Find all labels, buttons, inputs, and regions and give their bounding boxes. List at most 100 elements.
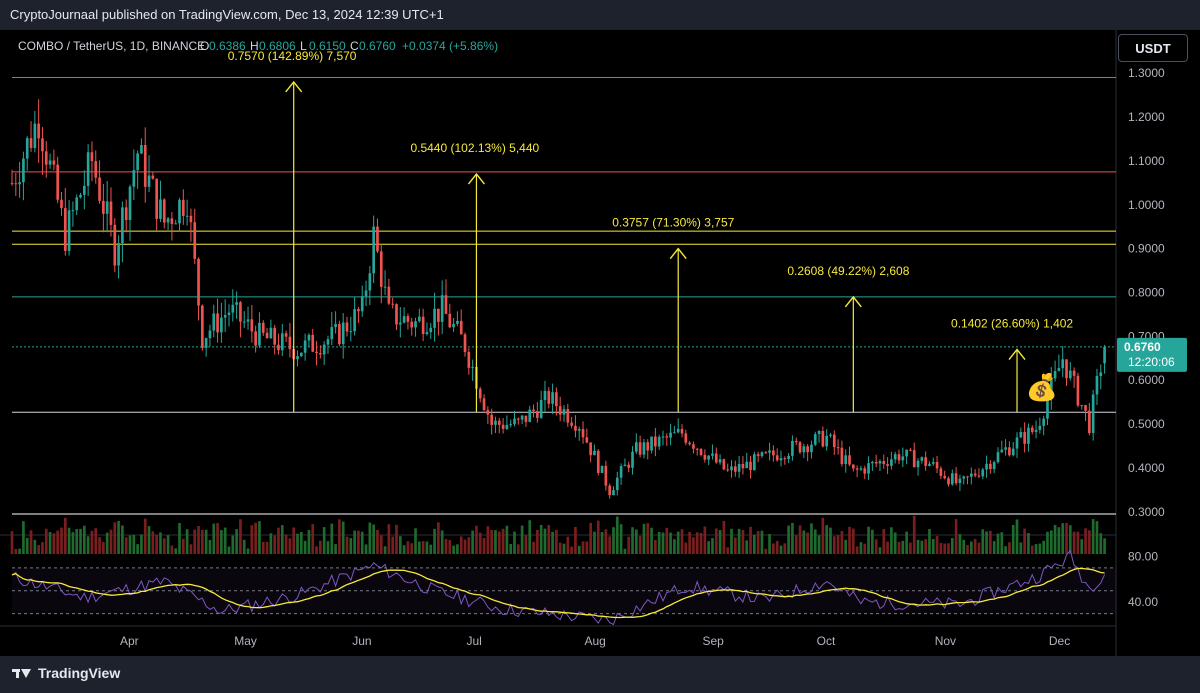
time-tick-label: Aug [584, 634, 605, 648]
volume-bar [551, 531, 554, 554]
volume-bar [124, 537, 128, 554]
candle-body [848, 455, 851, 465]
volume-bar [98, 537, 101, 554]
candle-body [67, 210, 71, 251]
candle-body [684, 433, 688, 443]
volume-bar [1008, 542, 1011, 554]
time-tick-label: May [234, 634, 257, 648]
candle-body [711, 453, 714, 456]
volume-bar [235, 529, 238, 554]
volume-bar [391, 536, 395, 554]
candle-body [513, 418, 516, 425]
volume-bar [718, 530, 722, 554]
candle-body [505, 424, 509, 429]
candle-body [459, 320, 463, 335]
candle-body [402, 316, 406, 323]
candle-body [162, 199, 166, 223]
volume-bar [1068, 525, 1072, 554]
volume-bar [79, 528, 82, 554]
candle-body [844, 455, 848, 465]
candle-body [410, 321, 414, 328]
candle-body [56, 164, 60, 200]
candle-body [204, 338, 208, 348]
candle-body [159, 199, 162, 219]
candle-body [136, 153, 139, 171]
volume-bar [387, 524, 391, 554]
volume-bar [1000, 532, 1004, 554]
candle-body [855, 468, 859, 470]
price-tick-label: 1.3000 [1128, 66, 1165, 80]
candle-body [829, 434, 832, 436]
volume-bar [56, 530, 60, 554]
volume-bar [242, 539, 246, 554]
volume-bar [547, 525, 551, 554]
candle-body [418, 316, 421, 322]
last-price-countdown: 12:20:06 [1128, 355, 1175, 369]
candle-body [174, 223, 178, 225]
volume-bar [128, 535, 132, 554]
candle-body [242, 321, 246, 323]
candle-body [912, 450, 916, 468]
volume-bar [494, 530, 497, 554]
volume-bar [360, 531, 364, 554]
candle-body [722, 459, 726, 470]
time-tick-label: Apr [120, 634, 139, 648]
volume-bar [258, 521, 261, 554]
candle-body [897, 454, 901, 461]
candle-body [486, 409, 490, 415]
volume-bar [985, 531, 988, 554]
candle-body [928, 463, 931, 466]
volume-bar [383, 546, 387, 554]
candle-body [585, 437, 589, 443]
tradingview-logo[interactable]: TradingView [12, 665, 120, 681]
candle-body [94, 161, 98, 178]
candle-body [10, 182, 14, 184]
ohlc-label: L [300, 39, 307, 53]
volume-bar [844, 539, 848, 554]
candle-body [1057, 368, 1061, 372]
candle-body [345, 322, 349, 332]
candle-body [794, 440, 798, 443]
volume-bar [1103, 538, 1106, 554]
candle-body [931, 462, 935, 464]
candle-body [695, 448, 699, 450]
candle-body [109, 201, 113, 225]
chart-area[interactable]: 0.7570 (142.89%) 7,570 0.5440 (102.13%) 5… [0, 30, 1200, 656]
volume-bar [463, 539, 467, 554]
candle-body [509, 424, 513, 426]
volume-bar [82, 525, 86, 554]
candle-body [147, 175, 151, 187]
price-chart[interactable]: 0.7570 (142.89%) 7,570 0.5440 (102.13%) 5… [0, 30, 1200, 656]
candle-body [376, 226, 379, 252]
volume-bar [273, 535, 277, 554]
candle-body [223, 315, 227, 318]
candle-body [1030, 427, 1034, 432]
candle-body [379, 251, 383, 287]
candle-body [589, 442, 592, 456]
volume-bar [779, 545, 783, 554]
volume-bar [543, 528, 547, 554]
candle-body [433, 308, 436, 328]
volume-bar [654, 540, 657, 554]
published-caption: CryptoJournaal published on TradingView.… [10, 7, 444, 22]
candle-body [261, 322, 265, 333]
volume-bar [284, 534, 288, 554]
volume-bar [539, 525, 543, 554]
volume-bar [536, 529, 539, 554]
volume-bar [372, 524, 375, 554]
volume-bar [212, 523, 216, 554]
candle-body [863, 468, 867, 474]
currency-button[interactable]: USDT [1118, 34, 1188, 62]
volume-bar [48, 531, 52, 554]
ohlc-value: 0.6150 [309, 39, 346, 53]
money-bag-icon: 💰 [1026, 372, 1058, 403]
candle-body [1095, 376, 1099, 395]
volume-bar [962, 539, 966, 554]
footer-bar: TradingView [0, 656, 1200, 693]
candle-body [871, 461, 874, 464]
volume-bar [1034, 544, 1038, 554]
volume-bar [482, 538, 486, 554]
candle-body [676, 428, 680, 433]
candle-body [905, 449, 908, 457]
candle-body [254, 331, 257, 346]
